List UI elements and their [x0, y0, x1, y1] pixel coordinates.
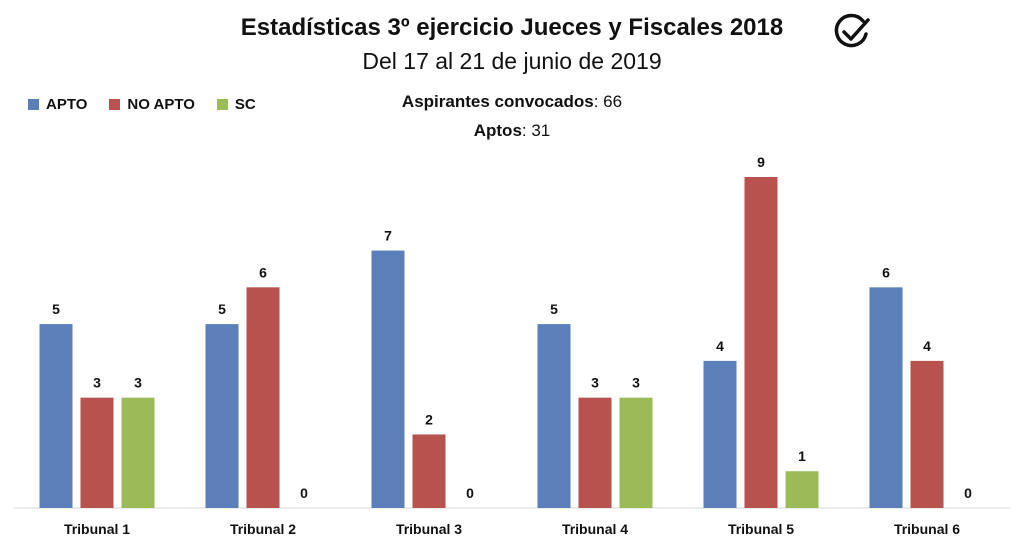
legend-swatch — [28, 99, 39, 110]
category-label: Tribunal 6 — [894, 521, 960, 537]
legend-item-no-apto: NO APTO — [109, 96, 195, 113]
convocados-label: Aspirantes convocados — [401, 92, 594, 111]
bar-no-apto-1 — [80, 397, 114, 508]
check-circle-icon — [834, 13, 870, 48]
chart-subtitle: Del 17 al 21 de junio de 2019 — [362, 48, 662, 74]
data-label: 3 — [591, 375, 599, 391]
data-label: 7 — [384, 228, 392, 244]
convocados-value: : 66 — [593, 92, 623, 111]
data-label: 5 — [218, 301, 226, 317]
aptos-value: : 31 — [521, 121, 551, 140]
bar-no-apto-2 — [246, 287, 280, 508]
bar-no-apto-4 — [578, 397, 612, 508]
category-label: Tribunal 1 — [64, 521, 130, 537]
legend-swatch — [216, 99, 228, 110]
bar-sc-4 — [619, 397, 653, 508]
bar-apto-6 — [869, 287, 903, 508]
legend-label: SC — [234, 96, 256, 113]
bar-apto-2 — [205, 324, 239, 508]
data-label: 3 — [134, 375, 142, 391]
bar-no-apto-3 — [412, 434, 446, 508]
bar-apto-1 — [39, 324, 73, 508]
bar-no-apto-6 — [910, 360, 944, 508]
data-label: 0 — [300, 485, 308, 501]
category-label: Tribunal 5 — [728, 521, 794, 537]
data-label: 9 — [757, 154, 765, 170]
data-label: 5 — [52, 301, 60, 317]
chart-title: Estadísticas 3º ejercicio Jueces y Fisca… — [240, 14, 784, 41]
legend-label: NO APTO — [127, 96, 195, 113]
data-label: 3 — [632, 375, 640, 391]
bar-sc-5 — [785, 471, 819, 508]
data-label: 3 — [93, 375, 101, 391]
data-label: 4 — [923, 338, 931, 354]
data-label: 4 — [716, 338, 724, 354]
chart-legend: APTO NO APTO SC — [28, 96, 256, 113]
data-label: 1 — [798, 448, 806, 464]
legend-swatch — [109, 99, 121, 110]
data-label: 6 — [259, 264, 267, 280]
data-label: 5 — [550, 301, 558, 317]
convocados-summary: Aspirantes convocados: 66 — [0, 92, 1024, 112]
aptos-summary: Aptos: 31 — [0, 121, 1024, 141]
bar-apto-4 — [537, 324, 571, 508]
data-label: 0 — [964, 485, 972, 501]
data-label: 0 — [466, 485, 474, 501]
legend-label: APTO — [46, 96, 88, 113]
bar-apto-5 — [703, 360, 737, 508]
category-label: Tribunal 3 — [396, 521, 462, 537]
bar-sc-1 — [121, 397, 155, 508]
legend-item-sc: SC — [216, 96, 256, 113]
data-label: 2 — [425, 411, 433, 427]
legend-item-apto: APTO — [28, 96, 87, 113]
category-label: Tribunal 2 — [230, 521, 296, 537]
bar-apto-3 — [371, 250, 405, 509]
bar-no-apto-5 — [744, 177, 778, 508]
category-label: Tribunal 4 — [562, 521, 628, 537]
aptos-label: Aptos — [473, 121, 522, 140]
data-label: 6 — [882, 264, 890, 280]
